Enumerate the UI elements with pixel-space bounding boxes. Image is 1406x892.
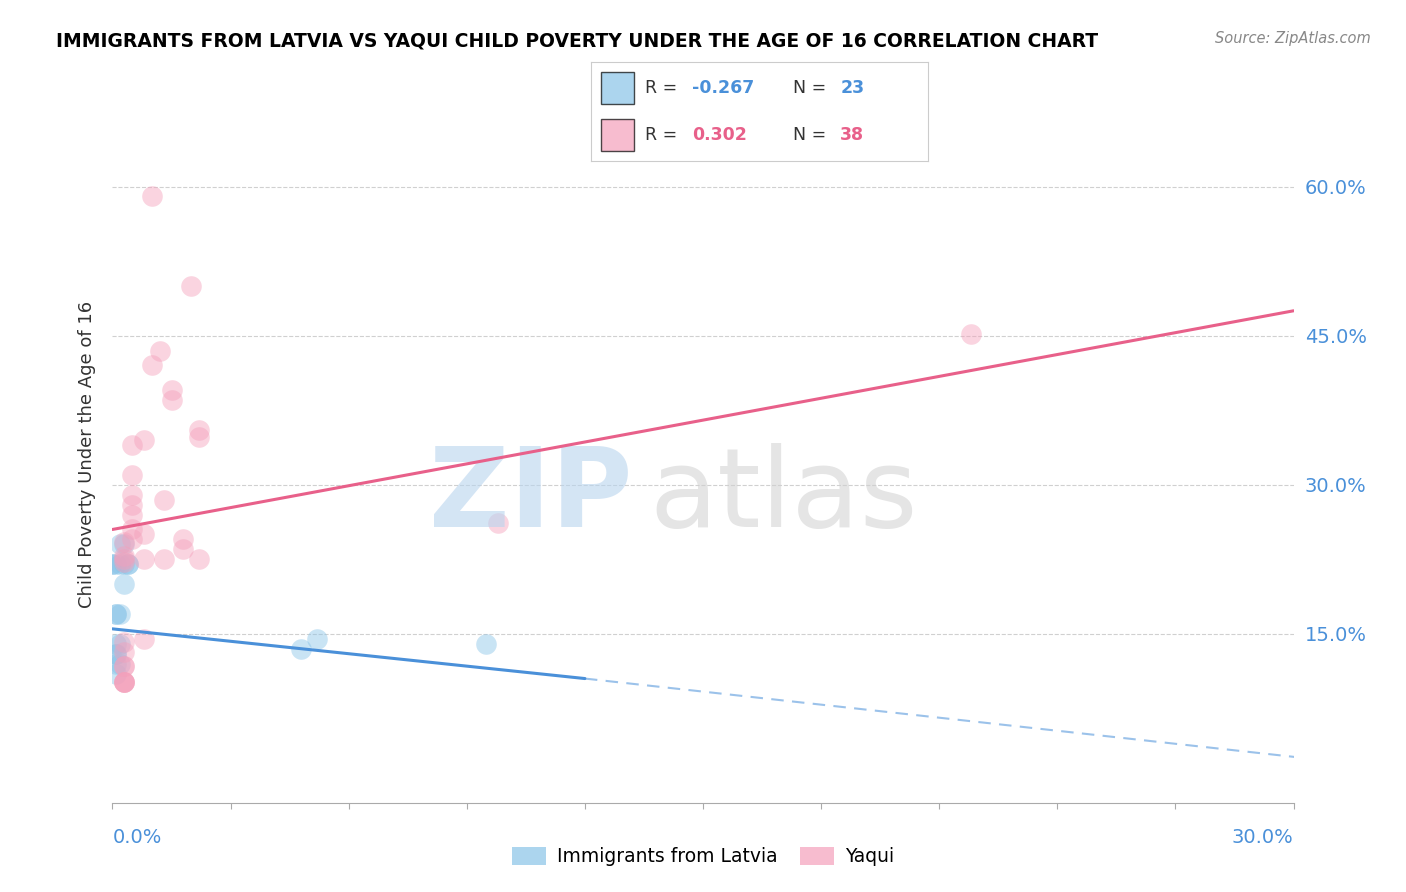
Legend: Immigrants from Latvia, Yaqui: Immigrants from Latvia, Yaqui [505, 839, 901, 873]
Text: atlas: atlas [650, 443, 918, 550]
Text: 0.0%: 0.0% [112, 828, 162, 847]
Point [112, 535, 135, 549]
Point [105, 657, 128, 671]
Point [486, 516, 509, 530]
Text: 38: 38 [841, 126, 865, 144]
Text: 30.0%: 30.0% [1232, 828, 1294, 847]
Text: N =: N = [793, 126, 832, 144]
Text: R =: R = [644, 79, 682, 97]
Point [112, 658, 135, 673]
Text: N =: N = [793, 79, 832, 97]
Text: 0.302: 0.302 [692, 126, 747, 144]
Point [172, 542, 194, 557]
Point [112, 537, 135, 551]
Point [152, 492, 174, 507]
Point [188, 552, 211, 566]
FancyBboxPatch shape [600, 120, 634, 151]
Point [110, 537, 132, 551]
Y-axis label: Child Poverty Under the Age of 16: Child Poverty Under the Age of 16 [77, 301, 96, 608]
Point [121, 438, 143, 452]
Point [110, 558, 132, 572]
Text: 23: 23 [841, 79, 865, 97]
Point [290, 641, 312, 656]
Point [132, 552, 155, 566]
Point [307, 632, 329, 646]
Point [160, 384, 183, 398]
Point [132, 632, 155, 646]
Point [105, 666, 128, 681]
Text: R =: R = [644, 126, 688, 144]
Point [101, 558, 124, 572]
Point [180, 279, 202, 293]
Point [149, 343, 172, 358]
Point [112, 674, 135, 689]
Point [112, 674, 135, 689]
Point [112, 674, 135, 689]
Point [105, 607, 128, 621]
FancyBboxPatch shape [600, 72, 634, 103]
Point [121, 533, 143, 547]
Point [112, 634, 135, 648]
Point [121, 488, 143, 502]
Text: ZIP: ZIP [429, 443, 633, 550]
Point [132, 527, 155, 541]
Point [121, 508, 143, 522]
Point [110, 657, 132, 671]
Point [160, 393, 183, 408]
Point [105, 558, 128, 572]
Point [132, 433, 155, 447]
Point [475, 637, 498, 651]
Point [112, 674, 135, 689]
Point [141, 359, 163, 373]
Point [112, 549, 135, 564]
Text: IMMIGRANTS FROM LATVIA VS YAQUI CHILD POVERTY UNDER THE AGE OF 16 CORRELATION CH: IMMIGRANTS FROM LATVIA VS YAQUI CHILD PO… [56, 31, 1098, 50]
Point [105, 607, 128, 621]
Point [188, 423, 211, 437]
Point [110, 607, 132, 621]
Point [117, 558, 139, 572]
Point [112, 645, 135, 659]
Point [105, 647, 128, 661]
Point [141, 189, 163, 203]
Text: -0.267: -0.267 [692, 79, 754, 97]
Point [121, 467, 143, 482]
Point [105, 637, 128, 651]
Point [112, 552, 135, 566]
Point [172, 533, 194, 547]
Point [112, 558, 135, 572]
Point [101, 558, 124, 572]
Point [959, 326, 981, 341]
Point [112, 577, 135, 591]
Point [110, 637, 132, 651]
Point [121, 523, 143, 537]
Point [117, 558, 139, 572]
Point [188, 430, 211, 444]
Point [105, 647, 128, 661]
Point [152, 552, 174, 566]
Point [121, 498, 143, 512]
Text: Source: ZipAtlas.com: Source: ZipAtlas.com [1215, 31, 1371, 46]
Point [112, 555, 135, 569]
Point [112, 658, 135, 673]
